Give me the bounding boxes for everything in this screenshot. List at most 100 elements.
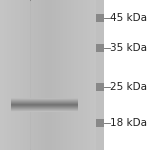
Bar	[23, 0, 24, 150]
Text: 35 kDa: 35 kDa	[110, 43, 147, 53]
Bar	[12, 0, 13, 150]
Bar	[11, 110, 78, 111]
Bar	[57, 0, 59, 150]
Bar	[11, 99, 78, 100]
Bar	[1, 0, 2, 150]
Bar	[62, 0, 63, 150]
Bar	[37, 0, 38, 150]
Bar	[42, 0, 43, 150]
Bar	[9, 0, 10, 150]
Bar	[11, 100, 78, 101]
Bar	[33, 0, 34, 150]
Bar	[14, 0, 15, 150]
Bar	[10, 0, 11, 150]
Text: 45 kDa: 45 kDa	[110, 13, 147, 23]
Bar	[24, 0, 26, 150]
Bar	[11, 103, 78, 104]
Bar	[11, 106, 78, 107]
Bar	[70, 0, 71, 150]
Bar	[87, 0, 88, 150]
Bar	[21, 0, 22, 150]
Bar	[27, 0, 28, 150]
Bar	[96, 0, 98, 150]
Bar	[7, 0, 9, 150]
Bar	[49, 0, 50, 150]
Bar	[78, 0, 79, 150]
Bar	[6, 0, 7, 150]
Text: 18 kDa: 18 kDa	[110, 118, 147, 128]
Bar	[26, 0, 27, 150]
Bar	[54, 0, 55, 150]
Bar	[81, 0, 82, 150]
Bar	[34, 0, 35, 150]
Bar	[50, 0, 51, 150]
Bar	[39, 0, 40, 150]
Bar	[11, 101, 78, 102]
Bar	[45, 0, 46, 150]
Bar	[92, 0, 93, 150]
Bar	[40, 0, 42, 150]
Bar	[11, 102, 78, 103]
Bar	[94, 0, 95, 150]
Bar	[11, 103, 78, 104]
Bar	[11, 111, 78, 112]
Bar	[28, 0, 29, 150]
Bar	[11, 0, 12, 150]
Bar	[55, 0, 56, 150]
Bar	[38, 0, 39, 150]
Bar	[11, 107, 78, 108]
Bar	[32, 0, 33, 150]
Bar	[43, 0, 44, 150]
Bar	[95, 0, 96, 150]
Bar	[96, 44, 104, 52]
Text: 25 kDa: 25 kDa	[110, 82, 147, 92]
Bar	[71, 0, 72, 150]
Bar	[96, 14, 104, 22]
Bar	[2, 0, 4, 150]
Bar	[48, 0, 49, 150]
Bar	[96, 83, 104, 91]
Bar	[22, 0, 23, 150]
Bar	[15, 0, 16, 150]
Bar	[68, 0, 70, 150]
Bar	[0, 0, 1, 150]
Bar	[63, 0, 65, 150]
FancyBboxPatch shape	[0, 0, 96, 150]
Bar	[79, 0, 81, 150]
Bar	[16, 0, 17, 150]
Bar	[56, 0, 57, 150]
Bar	[76, 0, 77, 150]
Bar	[44, 0, 45, 150]
Bar	[20, 0, 21, 150]
Bar	[46, 0, 48, 150]
Bar	[52, 0, 54, 150]
Bar	[88, 0, 89, 150]
Bar	[74, 0, 76, 150]
Bar	[5, 0, 6, 150]
Bar	[72, 0, 73, 150]
Bar	[66, 0, 67, 150]
Bar	[4, 0, 5, 150]
Bar	[77, 0, 78, 150]
Bar	[11, 104, 78, 105]
Bar	[83, 0, 84, 150]
Bar	[60, 0, 61, 150]
Bar	[35, 0, 37, 150]
Bar	[11, 108, 78, 109]
Bar	[30, 0, 32, 150]
Bar	[84, 0, 85, 150]
Bar	[93, 0, 94, 150]
Bar	[90, 0, 92, 150]
Bar	[18, 0, 20, 150]
Bar	[29, 0, 30, 150]
Bar	[17, 0, 18, 150]
Bar	[65, 0, 66, 150]
Bar	[51, 0, 52, 150]
Bar	[67, 0, 68, 150]
Bar	[11, 98, 78, 99]
Bar	[59, 0, 60, 150]
Bar	[82, 0, 83, 150]
Bar	[85, 0, 87, 150]
Bar	[89, 0, 90, 150]
Bar	[96, 0, 104, 150]
